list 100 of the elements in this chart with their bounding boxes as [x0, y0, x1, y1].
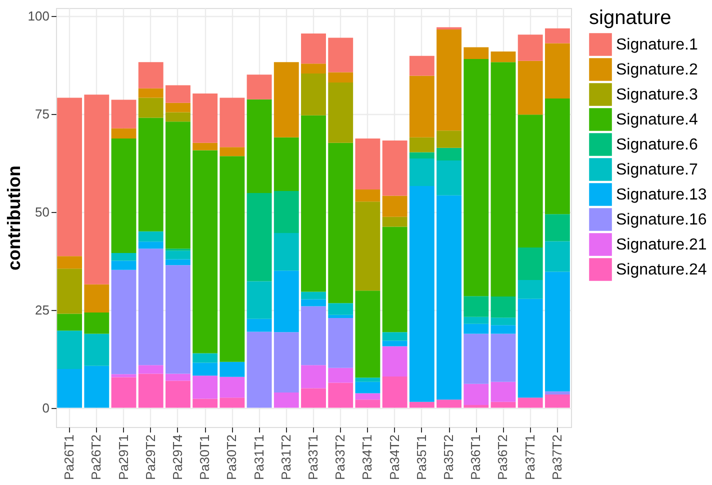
- bar: [544, 272, 570, 392]
- bar: [464, 405, 489, 408]
- bar: [328, 368, 354, 383]
- bar: [518, 34, 543, 61]
- bar: [301, 306, 326, 366]
- bar: [544, 43, 570, 99]
- bar: [220, 398, 245, 408]
- bar: [192, 398, 218, 408]
- y-tick-label: 100: [28, 8, 50, 24]
- bar: [246, 193, 272, 282]
- bar: [301, 365, 326, 388]
- bar: [138, 242, 164, 249]
- bar: [138, 98, 164, 118]
- bar: [111, 252, 136, 261]
- bar: [111, 100, 136, 128]
- bar: [84, 366, 110, 408]
- bar: [355, 290, 380, 378]
- bar: [111, 138, 136, 253]
- bar: [57, 368, 82, 408]
- bar: [192, 376, 218, 399]
- x-tick-label: Pa26T1: [62, 434, 77, 480]
- x-tick-label: Pa31T1: [251, 434, 266, 480]
- bar: [84, 312, 110, 334]
- bar: [490, 334, 516, 382]
- bar: [518, 114, 543, 248]
- bar: [355, 382, 380, 394]
- x-tick-label: Pa29T2: [142, 434, 158, 480]
- bar: [490, 318, 516, 326]
- x-tick-label: Pa37T2: [549, 434, 564, 480]
- bar: [84, 94, 110, 284]
- bar: [436, 160, 462, 196]
- bar: [382, 196, 408, 217]
- y-tick-label: 75: [35, 106, 50, 122]
- bar: [409, 152, 434, 159]
- bar: [464, 316, 489, 324]
- legend-label: Signature.21: [616, 236, 707, 254]
- bar: [138, 231, 164, 242]
- bar: [220, 98, 245, 148]
- bar: [246, 318, 272, 332]
- legend-label: Signature.13: [616, 186, 707, 204]
- bar: [192, 142, 218, 150]
- bar: [246, 332, 272, 408]
- bar: [436, 148, 462, 160]
- bar: [138, 365, 164, 374]
- bar: [409, 137, 434, 152]
- bar: [57, 256, 82, 269]
- bar: [166, 85, 190, 103]
- bar: [301, 299, 326, 306]
- x-tick-label: Pa35T2: [441, 434, 456, 480]
- legend-label: Signature.24: [616, 262, 707, 278]
- bar: [246, 74, 272, 100]
- bar: [518, 247, 543, 280]
- bar: [111, 377, 136, 408]
- bar: [382, 340, 408, 346]
- bar: [111, 260, 136, 270]
- bar: [220, 156, 245, 362]
- bar: [464, 334, 489, 384]
- bar: [382, 376, 408, 408]
- bar: [166, 265, 190, 374]
- y-tick-label: 50: [35, 204, 50, 220]
- bar: [544, 391, 570, 394]
- x-tick-label: Pa26T2: [88, 434, 104, 480]
- bar: [355, 138, 380, 190]
- bar: [301, 33, 326, 64]
- bar: [355, 393, 380, 400]
- bar: [328, 142, 354, 304]
- bar: [490, 325, 516, 334]
- bar: [436, 27, 462, 30]
- bar: [301, 292, 326, 300]
- bar: [355, 400, 380, 408]
- bar: [111, 270, 136, 374]
- bar: [409, 56, 434, 76]
- legend-label: Signature.16: [616, 212, 707, 228]
- x-tick-label: Pa37T1: [522, 434, 538, 480]
- x-tick-label: Pa36T2: [495, 434, 510, 480]
- bar: [544, 214, 570, 242]
- legend-label: Signature.7: [616, 162, 698, 178]
- legend-label: Signature.6: [616, 136, 698, 154]
- bar: [355, 189, 380, 202]
- bar: [328, 318, 354, 368]
- bar: [274, 62, 299, 138]
- bar: [382, 332, 408, 341]
- bar: [544, 241, 570, 272]
- legend-label: Signature.2: [616, 62, 698, 78]
- bar: [544, 28, 570, 44]
- bar: [490, 382, 516, 402]
- bar: [111, 128, 136, 139]
- bar: [220, 362, 245, 377]
- bar: [301, 388, 326, 408]
- bar: [409, 76, 434, 138]
- bar: [464, 296, 489, 317]
- bar: [166, 112, 190, 122]
- bar: [301, 115, 326, 292]
- bar: [57, 98, 82, 256]
- bar: [490, 296, 516, 318]
- bar: [436, 400, 462, 408]
- bar: [166, 250, 190, 260]
- bar: [544, 98, 570, 214]
- bar: [57, 314, 82, 331]
- x-tick-label: Pa33T2: [332, 434, 348, 480]
